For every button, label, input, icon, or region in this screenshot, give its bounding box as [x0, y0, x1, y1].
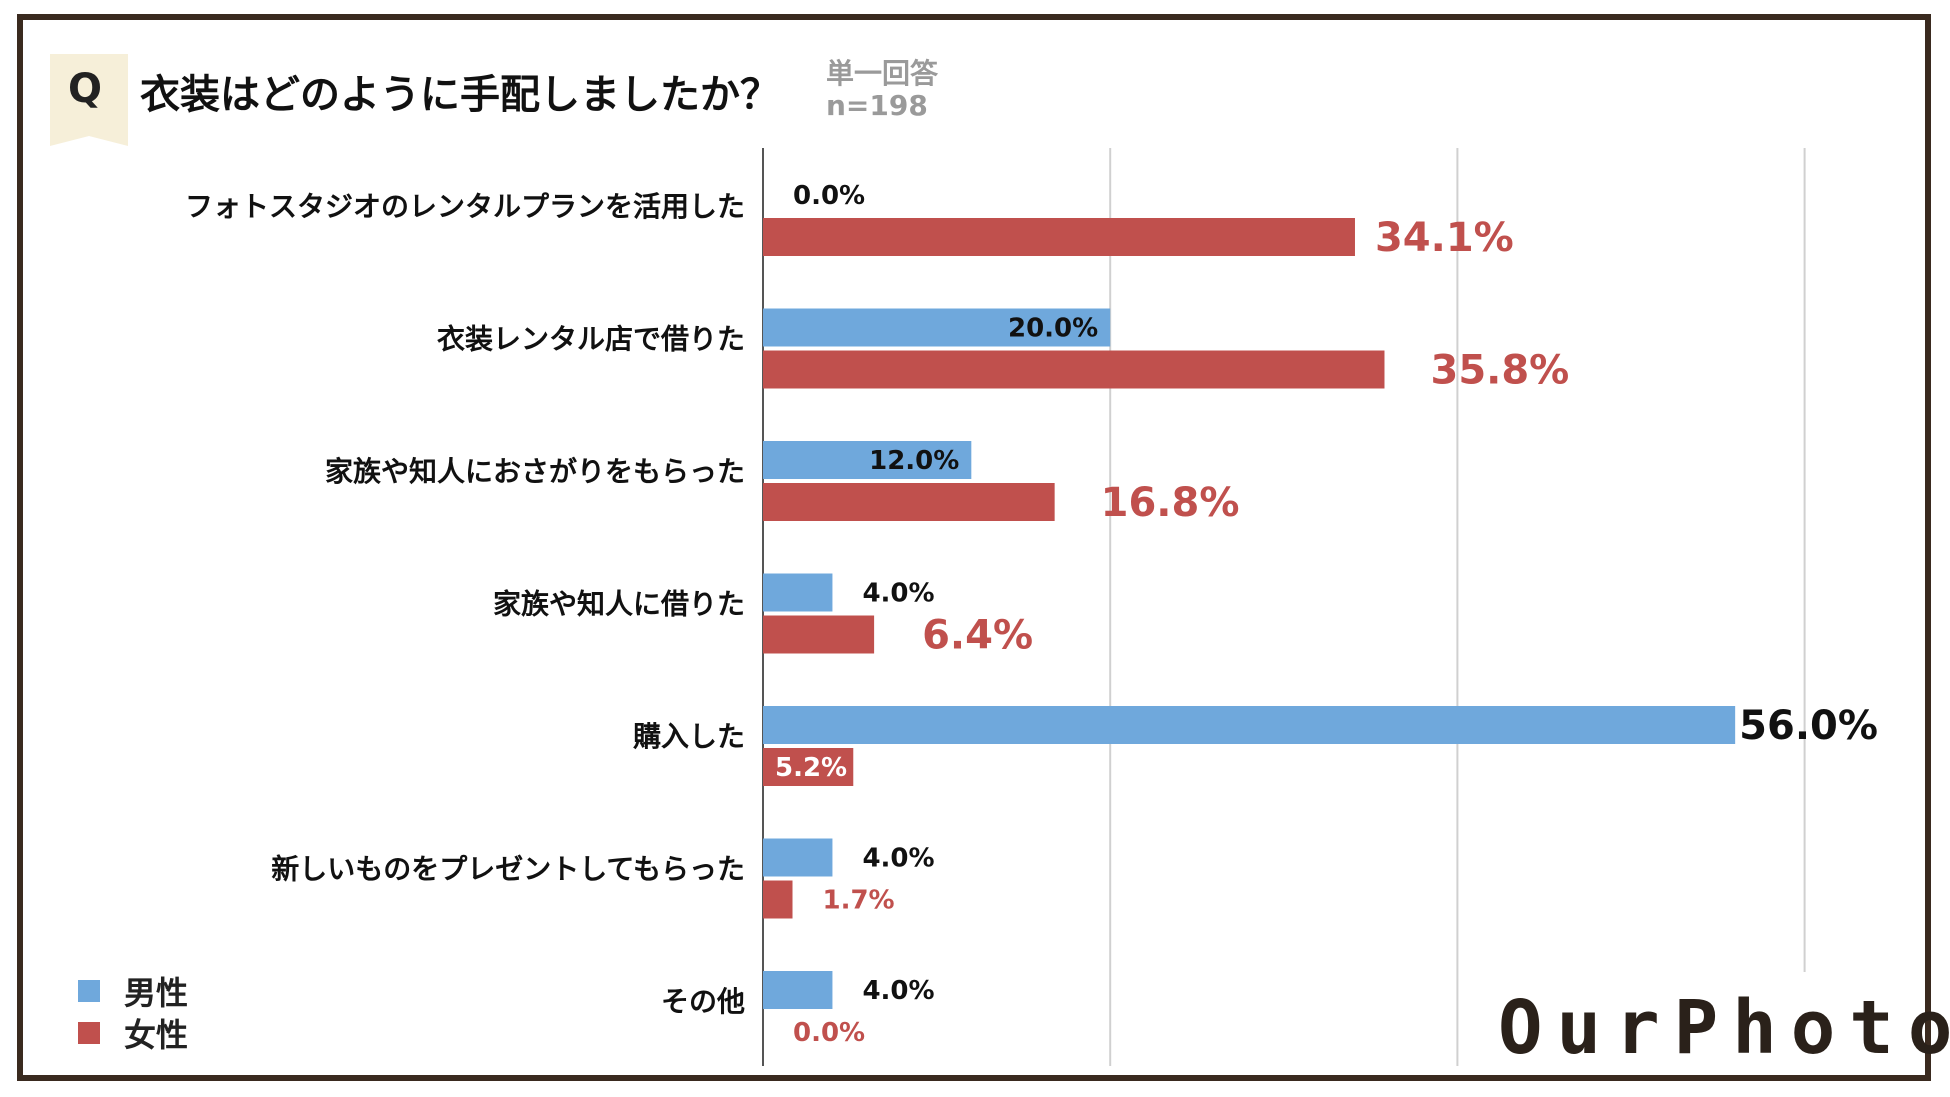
data-label-male: 4.0% — [862, 976, 934, 1006]
chart-title: 衣装はどのように手配しましたか？ — [140, 72, 780, 118]
category-label: 衣装レンタル店で借りた — [437, 323, 745, 356]
data-label-female: 35.8% — [1430, 348, 1569, 394]
bar-male — [763, 838, 833, 877]
category-label: 家族や知人におさがりをもらった — [325, 455, 745, 488]
data-label-male: 56.0% — [1739, 703, 1878, 749]
bar-male — [763, 308, 1111, 347]
bar-male — [763, 706, 1736, 744]
bar-female — [763, 748, 854, 786]
data-label-female: 0.0% — [793, 1018, 865, 1048]
data-label-male: 4.0% — [862, 844, 934, 874]
bar-male — [763, 573, 833, 612]
data-label-female: 1.7% — [823, 886, 895, 916]
category-label: その他 — [661, 985, 745, 1018]
legend-label-male: 男性 — [124, 974, 189, 1012]
ourphoto-logo: OurPhoto — [1498, 985, 1950, 1071]
chart-frame — [17, 14, 1931, 1081]
category-label: 新しいものをプレゼントしてもらった — [271, 853, 745, 886]
data-label-female: 5.2% — [775, 753, 847, 783]
bar-female — [763, 483, 1055, 521]
answer-type: 単一回答 — [826, 57, 939, 90]
bar-female — [763, 615, 875, 654]
legend-item-male: 男性 — [78, 970, 188, 1012]
bar-male — [763, 971, 833, 1009]
bar-male — [763, 441, 972, 479]
bar-female — [763, 350, 1385, 389]
bar-female — [763, 218, 1355, 256]
category-label: フォトスタジオのレンタルプランを活用した — [185, 190, 745, 223]
legend-swatch-female — [78, 1022, 100, 1044]
category-label: 家族や知人に借りた — [493, 588, 745, 621]
survey-meta: 単一回答 n=198 — [826, 58, 938, 122]
data-label-male: 0.0% — [793, 181, 865, 211]
legend-swatch-male — [78, 980, 100, 1002]
data-label-female: 6.4% — [922, 613, 1033, 659]
data-label-female: 34.1% — [1375, 215, 1514, 261]
data-label-male: 4.0% — [862, 579, 934, 609]
question-badge: Q — [50, 54, 128, 146]
data-label-male: 20.0% — [1008, 314, 1098, 344]
sample-size: n=198 — [826, 89, 928, 122]
question-badge-label: Q — [68, 66, 103, 112]
data-label-female: 16.8% — [1101, 480, 1240, 526]
data-label-male: 12.0% — [869, 446, 959, 476]
legend-label-female: 女性 — [124, 1016, 189, 1054]
legend-item-female: 女性 — [78, 1012, 188, 1054]
bar-female — [763, 880, 793, 919]
legend: 男性 女性 — [78, 970, 188, 1054]
category-label: 購入した — [633, 720, 745, 753]
